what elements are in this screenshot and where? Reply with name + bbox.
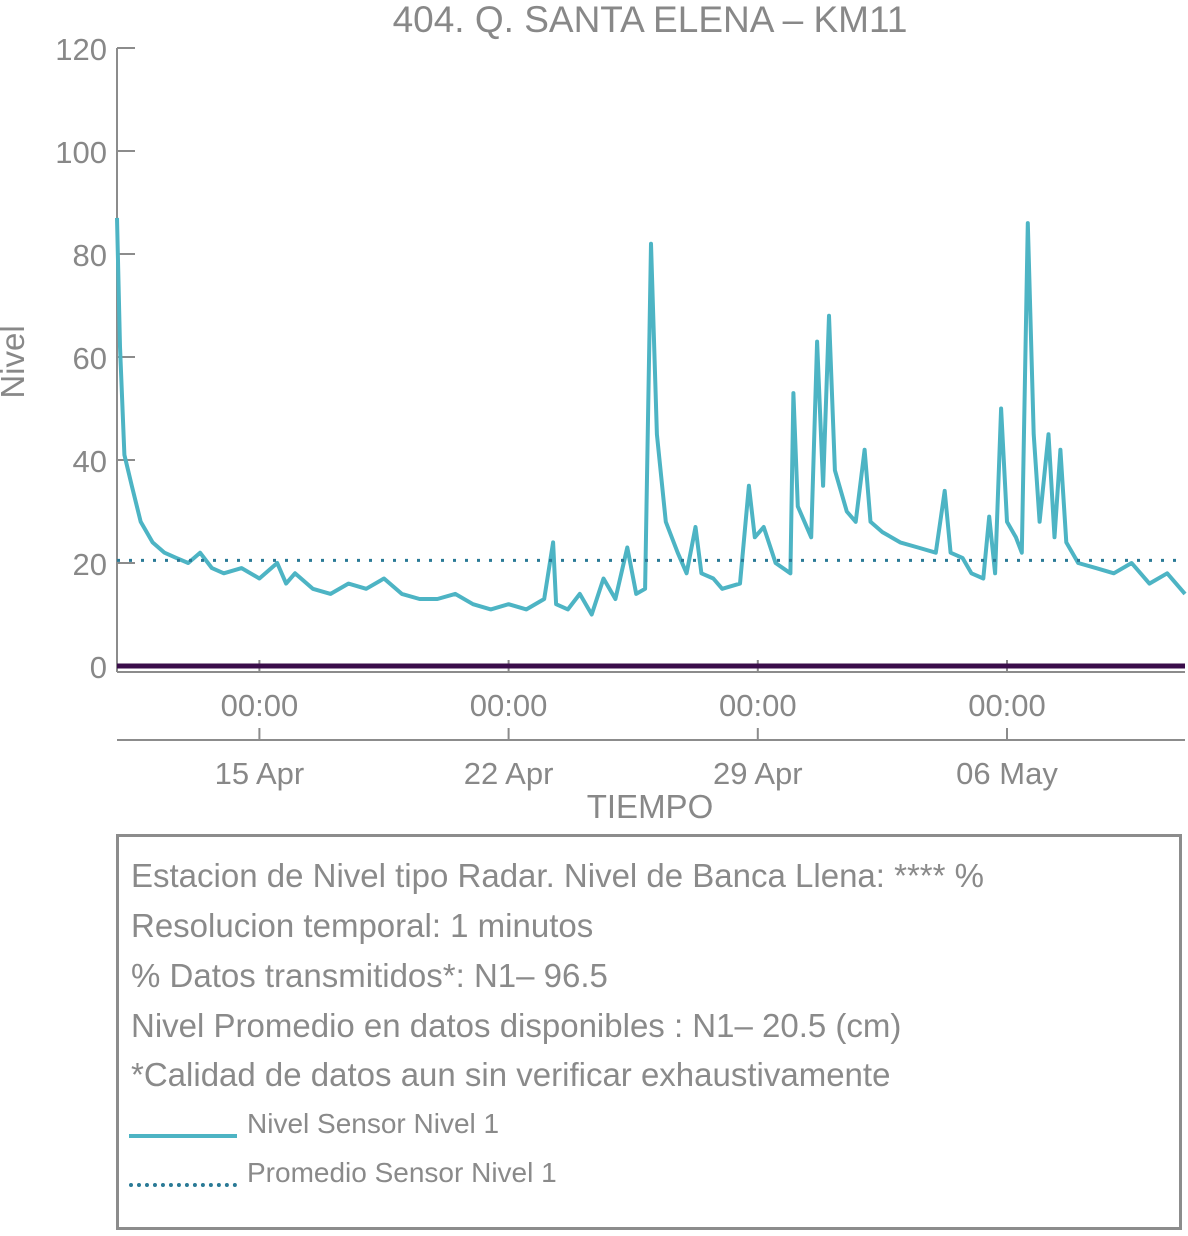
x-ticks: 00:00 15 Apr 00:00 22 Apr 00:00 29 Apr 00:00 06… bbox=[215, 660, 1058, 791]
legend-label-promedio: Promedio Sensor Nivel 1 bbox=[247, 1157, 557, 1188]
x-axis-label: TIEMPO bbox=[587, 788, 714, 825]
x-tick-time-label: 00:00 bbox=[968, 688, 1046, 723]
legend-swatch-nivel bbox=[129, 1134, 237, 1138]
x-tick-time-label: 00:00 bbox=[221, 688, 299, 723]
x-tick-time-label: 00:00 bbox=[470, 688, 548, 723]
info-resolution: Resolucion temporal: 1 minutos bbox=[131, 907, 594, 944]
legend-swatch-promedio bbox=[129, 1183, 237, 1187]
level-chart: 404. Q. SANTA ELENA – KM11 Nivel TIEMPO … bbox=[0, 0, 1187, 825]
x-tick-date-label: 29 Apr bbox=[713, 756, 803, 791]
y-axis-label: Nivel bbox=[0, 325, 31, 398]
chart-title: 404. Q. SANTA ELENA – KM11 bbox=[393, 0, 908, 40]
y-tick-label: 60 bbox=[73, 341, 107, 376]
y-tick-label: 100 bbox=[55, 135, 107, 170]
info-quality-note: *Calidad de datos aun sin verificar exha… bbox=[131, 1056, 891, 1093]
info-station-type: Estacion de Nivel tipo Radar. Nivel de B… bbox=[131, 857, 984, 894]
x-tick-date-label: 06 May bbox=[956, 756, 1058, 791]
series-group bbox=[115, 217, 1187, 669]
info-transmitted: % Datos transmitidos*: N1– 96.5 bbox=[131, 957, 608, 994]
info-legend-box: Estacion de Nivel tipo Radar. Nivel de B… bbox=[116, 834, 1182, 1230]
legend-label-nivel: Nivel Sensor Nivel 1 bbox=[247, 1108, 500, 1139]
y-tick-label: 40 bbox=[73, 444, 107, 479]
series-line-nivel bbox=[115, 217, 1187, 617]
info-average: Nivel Promedio en datos disponibles : N1… bbox=[131, 1007, 902, 1044]
y-tick-label: 0 bbox=[90, 650, 107, 685]
y-tick-label: 120 bbox=[55, 32, 107, 67]
x-tick-date-label: 15 Apr bbox=[215, 756, 305, 791]
y-tick-label: 20 bbox=[73, 547, 107, 582]
x-tick-time-label: 00:00 bbox=[719, 688, 797, 723]
y-ticks: 0 20 40 60 80 100 120 bbox=[55, 32, 135, 685]
y-tick-label: 80 bbox=[73, 238, 107, 273]
x-tick-date-label: 22 Apr bbox=[464, 756, 554, 791]
